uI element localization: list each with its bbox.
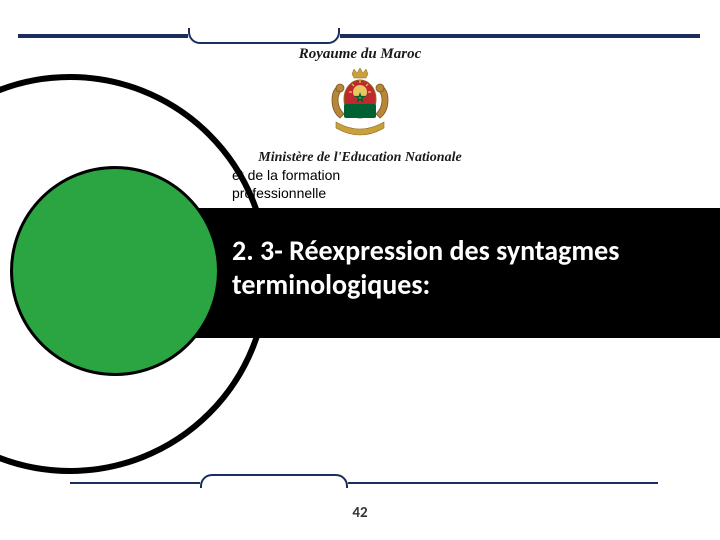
royaume-label: Royaume du Maroc xyxy=(0,46,720,63)
green-circle xyxy=(10,166,220,376)
page-number: 42 xyxy=(0,504,720,522)
bottom-bracket xyxy=(200,474,348,488)
slide-title: 2. 3- Réexpression des syntagmes termino… xyxy=(232,234,712,301)
formation-line1: et de la formation xyxy=(232,167,340,183)
top-line-right xyxy=(340,34,700,38)
top-bracket xyxy=(188,28,340,44)
bottom-line-right xyxy=(348,482,658,484)
bottom-line-left xyxy=(70,482,200,484)
top-line-left xyxy=(18,34,188,38)
top-decorative-border xyxy=(0,28,720,48)
bottom-decorative-border xyxy=(0,470,720,490)
morocco-coat-of-arms-icon xyxy=(310,66,410,144)
